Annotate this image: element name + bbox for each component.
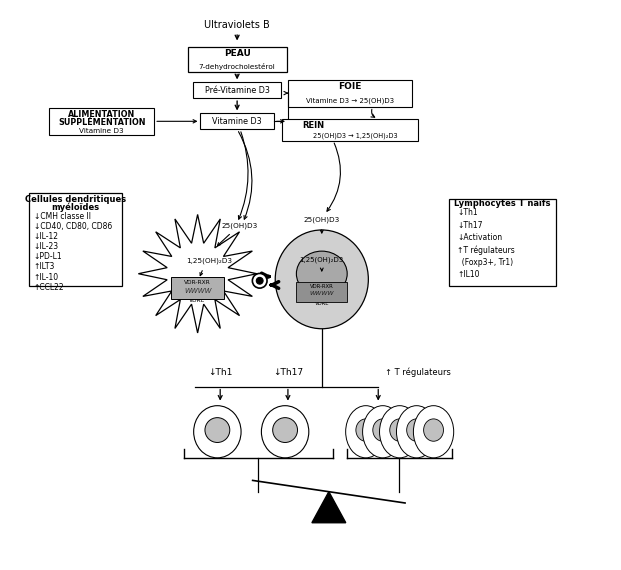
Text: ↑IL-10: ↑IL-10: [34, 272, 59, 282]
Text: FOIE: FOIE: [338, 82, 361, 91]
Text: VDR-RXR: VDR-RXR: [184, 280, 211, 284]
Text: (Foxp3+, Tr1): (Foxp3+, Tr1): [457, 258, 514, 267]
Text: Lymphocytes T naïfs: Lymphocytes T naïfs: [454, 199, 551, 207]
Bar: [188, 47, 286, 72]
Text: WWWW: WWWW: [309, 291, 334, 296]
Bar: [283, 119, 418, 140]
Polygon shape: [312, 492, 346, 523]
Text: Vitamine D3: Vitamine D3: [79, 128, 124, 134]
Text: ↓Th17: ↓Th17: [273, 368, 303, 377]
Bar: [29, 193, 122, 286]
Text: ↓Th1: ↓Th1: [457, 208, 478, 217]
Bar: [193, 82, 281, 98]
Ellipse shape: [194, 406, 241, 458]
Bar: [201, 113, 274, 129]
Text: WWWW: WWWW: [184, 288, 211, 294]
Ellipse shape: [363, 406, 403, 458]
Text: 25(OH)D3: 25(OH)D3: [304, 217, 340, 223]
Bar: [449, 199, 556, 286]
Ellipse shape: [346, 406, 386, 458]
Text: Ultraviolets B: Ultraviolets B: [204, 21, 270, 30]
Bar: [288, 80, 412, 107]
Text: ALIMENTATION: ALIMENTATION: [68, 110, 135, 119]
Text: ↑ILT3: ↑ILT3: [34, 262, 55, 271]
Text: ↑CCL22: ↑CCL22: [34, 283, 65, 292]
Ellipse shape: [275, 230, 368, 329]
Circle shape: [252, 274, 267, 288]
Text: ↑T régulateurs: ↑T régulateurs: [457, 245, 515, 255]
Text: 25(OH)D3 → 1,25(OH)₂D3: 25(OH)D3 → 1,25(OH)₂D3: [314, 132, 398, 139]
Ellipse shape: [356, 419, 376, 441]
Text: 25(OH)D3: 25(OH)D3: [222, 222, 258, 229]
Ellipse shape: [373, 419, 392, 441]
Ellipse shape: [396, 406, 437, 458]
Text: ↑ T régulateurs: ↑ T régulateurs: [385, 368, 451, 377]
Bar: [50, 108, 154, 135]
Text: ↓Activation: ↓Activation: [457, 233, 502, 242]
Text: Vitamine D3 → 25(OH)D3: Vitamine D3 → 25(OH)D3: [306, 97, 394, 104]
Text: ↓Th17: ↓Th17: [457, 221, 483, 230]
Text: Vitamine D3: Vitamine D3: [212, 117, 262, 126]
Text: 7-dehydrocholestérol: 7-dehydrocholestérol: [199, 63, 276, 70]
Text: 1,25(OH)₂D3: 1,25(OH)₂D3: [186, 258, 232, 264]
Text: VDRE: VDRE: [189, 298, 206, 303]
Text: Pré-Vitamine D3: Pré-Vitamine D3: [205, 86, 270, 95]
Text: ↑IL10: ↑IL10: [457, 270, 480, 279]
Text: VDR-RXR: VDR-RXR: [310, 284, 333, 288]
Text: ↓IL-23: ↓IL-23: [34, 242, 59, 251]
Circle shape: [256, 278, 263, 284]
Text: PEAU: PEAU: [224, 49, 250, 58]
Ellipse shape: [205, 418, 230, 442]
Ellipse shape: [261, 406, 309, 458]
Bar: [296, 282, 347, 302]
Text: VDRE: VDRE: [315, 300, 329, 306]
Text: Cellules dendritiques: Cellules dendritiques: [25, 195, 125, 203]
Ellipse shape: [390, 419, 410, 441]
Bar: [171, 277, 224, 299]
Ellipse shape: [424, 419, 443, 441]
Ellipse shape: [414, 406, 454, 458]
Polygon shape: [138, 214, 257, 333]
Text: SUPPLÉMENTATION: SUPPLÉMENTATION: [58, 118, 145, 127]
Text: ↓IL-12: ↓IL-12: [34, 232, 59, 241]
Text: ↓CMH classe II: ↓CMH classe II: [34, 211, 91, 221]
Text: ↓CD40, CD80, CD86: ↓CD40, CD80, CD86: [34, 222, 112, 231]
Text: ↓PD-L1: ↓PD-L1: [34, 253, 63, 261]
Text: 1,25(OH)₂D3: 1,25(OH)₂D3: [300, 256, 344, 263]
Ellipse shape: [273, 418, 297, 442]
Ellipse shape: [379, 406, 420, 458]
Ellipse shape: [296, 251, 347, 296]
Text: myéloïdes: myéloïdes: [51, 202, 99, 212]
Ellipse shape: [407, 419, 427, 441]
Text: REIN: REIN: [302, 121, 324, 130]
Text: ↓Th1: ↓Th1: [208, 368, 232, 377]
